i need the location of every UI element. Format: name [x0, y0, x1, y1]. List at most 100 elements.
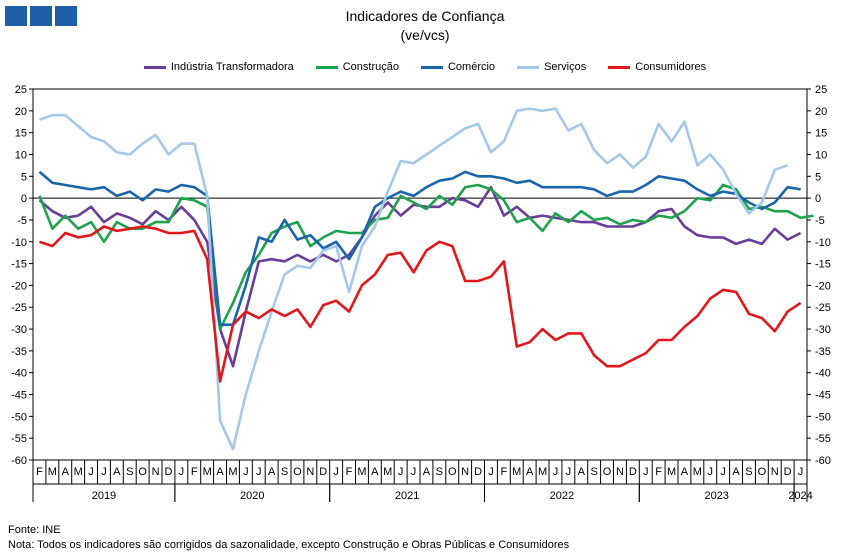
- y-tick-label-left: 10: [15, 149, 27, 161]
- x-tick-label: O: [293, 466, 302, 478]
- series-line: [39, 225, 802, 383]
- x-tick-label: J: [411, 466, 417, 478]
- legend-item: Comércio: [420, 61, 495, 73]
- x-tick-label: S: [126, 466, 133, 478]
- year-label: 2023: [704, 490, 728, 502]
- x-tick-label: O: [603, 466, 612, 478]
- x-tick-label: A: [371, 466, 379, 478]
- x-tick-label: J: [643, 466, 649, 478]
- chart-title: Indicadores de Confiança: [345, 8, 505, 24]
- x-tick-label: J: [88, 466, 94, 478]
- y-tick-label-right: 5: [815, 171, 821, 183]
- x-tick-label: A: [732, 466, 740, 478]
- x-tick-label: A: [268, 466, 276, 478]
- year-label: 2022: [550, 490, 574, 502]
- series-line: [38, 170, 801, 327]
- x-tick-label: J: [101, 466, 107, 478]
- x-tick-label: N: [152, 466, 160, 478]
- x-tick-label: J: [720, 466, 726, 478]
- x-tick-label: J: [333, 466, 339, 478]
- x-tick-label: D: [784, 466, 792, 478]
- y-tick-label-left: -10: [11, 237, 27, 249]
- x-tick-label: M: [228, 466, 237, 478]
- x-tick-label: N: [461, 466, 469, 478]
- x-tick-label: J: [708, 466, 714, 478]
- y-tick-label-left: -40: [11, 368, 27, 380]
- x-tick-label: A: [526, 466, 534, 478]
- y-tick-label-right: 10: [815, 149, 827, 161]
- x-tick-label: M: [538, 466, 547, 478]
- y-tick-label-left: 0: [21, 193, 27, 205]
- x-tick-label: A: [113, 466, 121, 478]
- x-tick-label: O: [448, 466, 457, 478]
- y-tick-label-right: -25: [815, 302, 831, 314]
- x-tick-label: M: [512, 466, 521, 478]
- x-tick-label: O: [758, 466, 767, 478]
- x-tick-label: A: [578, 466, 586, 478]
- chart-subtitle: (ve/vcs): [400, 27, 450, 43]
- x-tick-label: D: [164, 466, 172, 478]
- y-tick-label-right: -60: [815, 455, 831, 467]
- legend-item: Consumidores: [608, 61, 706, 73]
- x-tick-label: J: [179, 466, 185, 478]
- y-tick-label-right: -10: [815, 237, 831, 249]
- x-tick-label: M: [203, 466, 212, 478]
- ine-logo: [5, 6, 77, 26]
- x-tick-label: F: [191, 466, 198, 478]
- y-tick-label-right: -40: [815, 368, 831, 380]
- x-tick-label: N: [306, 466, 314, 478]
- y-tick-label-right: -30: [815, 324, 831, 336]
- legend-item: Indústria Transformadora: [143, 61, 294, 73]
- y-tick-label-left: 20: [15, 106, 27, 118]
- series-line: [38, 185, 802, 368]
- legend-swatch: [143, 65, 166, 69]
- x-tick-label: J: [553, 466, 559, 478]
- y-tick-label-right: -5: [815, 215, 825, 227]
- legend-label: Indústria Transformadora: [170, 61, 294, 73]
- x-tick-label: F: [346, 466, 353, 478]
- legend-swatch: [608, 65, 631, 69]
- legend-label: Serviços: [544, 61, 587, 73]
- legend-label: Consumidores: [635, 61, 707, 73]
- y-tick-label-right: -55: [815, 433, 831, 445]
- x-tick-label: A: [216, 466, 224, 478]
- x-tick-label: S: [281, 466, 288, 478]
- year-label: 2019: [92, 490, 116, 502]
- methodology-note: Nota: Todos os indicadores são corrigido…: [8, 539, 570, 551]
- y-tick-label-left: -60: [11, 455, 27, 467]
- y-tick-label-right: -35: [815, 346, 831, 358]
- y-tick-label-left: -35: [11, 346, 27, 358]
- x-tick-label: J: [243, 466, 249, 478]
- year-label: 2021: [395, 490, 419, 502]
- y-tick-label-left: 25: [15, 84, 27, 96]
- series-line: [38, 183, 814, 331]
- x-tick-label: M: [693, 466, 702, 478]
- x-tick-label: M: [48, 466, 57, 478]
- chart-legend: Indústria Transformadora Construção Comérc…: [0, 61, 850, 73]
- x-tick-label: S: [745, 466, 752, 478]
- y-tick-label-left: -5: [17, 215, 27, 227]
- year-label: 2024: [788, 490, 812, 502]
- x-tick-label: S: [590, 466, 597, 478]
- year-label: 2020: [240, 490, 264, 502]
- x-tick-label: F: [655, 466, 662, 478]
- x-tick-label: M: [667, 466, 676, 478]
- x-tick-label: A: [423, 466, 431, 478]
- y-tick-label-right: -50: [815, 411, 831, 423]
- y-tick-label-right: -45: [815, 390, 831, 402]
- y-tick-label-left: 5: [21, 171, 27, 183]
- legend-item: Construção: [315, 61, 399, 73]
- logo-block: [30, 6, 52, 26]
- x-tick-label: D: [319, 466, 327, 478]
- x-tick-label: M: [383, 466, 392, 478]
- y-tick-label-left: -55: [11, 433, 27, 445]
- y-tick-label-right: 20: [815, 106, 827, 118]
- x-tick-label: N: [771, 466, 779, 478]
- source-note: Fonte: INE: [8, 524, 61, 536]
- x-tick-label: M: [357, 466, 366, 478]
- y-tick-label-left: -25: [11, 302, 27, 314]
- y-tick-label-left: -15: [11, 259, 27, 271]
- x-tick-label: D: [474, 466, 482, 478]
- x-tick-label: D: [629, 466, 637, 478]
